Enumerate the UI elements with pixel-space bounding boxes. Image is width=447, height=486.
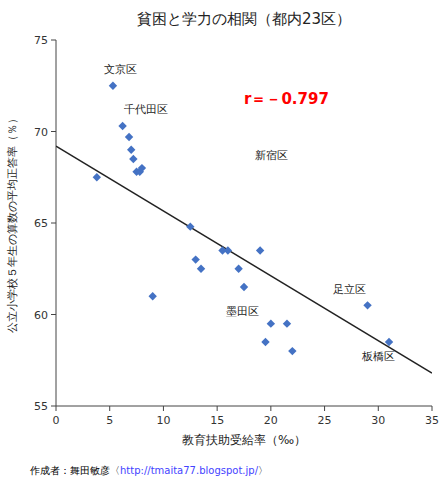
x-tick-label: 30	[371, 414, 385, 427]
point	[125, 133, 133, 141]
y-tick	[51, 40, 56, 41]
annotation: 足立区	[333, 283, 366, 296]
point	[234, 265, 242, 273]
x-tick-label: 0	[53, 414, 60, 427]
x-tick-label: 10	[156, 414, 170, 427]
y-axis-label: 公立小学校５年生の算数の平均正答率（％）	[6, 113, 19, 333]
point	[148, 292, 156, 300]
x-tick-label: 35	[425, 414, 439, 427]
point	[197, 265, 205, 273]
point	[256, 246, 264, 254]
annotation: 文京区	[104, 63, 137, 76]
x-tick-label: 20	[264, 414, 278, 427]
x-tick-label: 15	[210, 414, 224, 427]
correlation-label: r＝－0.797	[244, 90, 329, 108]
plot-area	[56, 82, 432, 374]
point	[267, 319, 275, 327]
point	[127, 146, 135, 154]
annotation: 千代田区	[124, 103, 168, 116]
x-tick	[217, 406, 218, 411]
point	[191, 255, 199, 263]
y-tick	[51, 131, 56, 132]
y-tick	[51, 406, 56, 407]
x-tick	[163, 406, 164, 411]
x-tick	[432, 406, 433, 411]
chart: 貧困と学力の相関（都内23区） 0 5 10 15 20 25 30 35 55 60 65 70 75 教…	[0, 0, 447, 486]
x-tick	[270, 406, 271, 411]
point	[93, 173, 101, 181]
y-tick-label: 55	[34, 400, 48, 413]
footer-part: http://tmaita77.blogspot.jp/	[120, 465, 259, 476]
x-axis-line	[56, 406, 432, 407]
point	[363, 301, 371, 309]
regression-line	[56, 146, 432, 373]
point	[186, 222, 194, 230]
x-tick	[378, 406, 379, 411]
axes: 0 5 10 15 20 25 30 35 55 60 65 70 75	[34, 34, 439, 427]
point	[138, 164, 146, 172]
footer-part: 〉	[258, 465, 268, 476]
x-tick	[324, 406, 325, 411]
footer-part: 作成者：舞田敏彦〈	[29, 465, 120, 476]
annotations: 文京区千代田区新宿区墨田区 足立区板橋区 r＝－0.797	[104, 63, 395, 363]
x-tick-label: 25	[318, 414, 332, 427]
point	[109, 82, 117, 90]
y-tick-label: 75	[34, 34, 48, 47]
point	[224, 246, 232, 254]
y-tick-label: 70	[34, 126, 48, 139]
point	[261, 338, 269, 346]
annotation: 板橋区	[361, 350, 395, 363]
footer: 作成者：舞田敏彦〈http://tmaita77.blogspot.jp/〉	[29, 465, 268, 476]
point	[118, 122, 126, 130]
points	[93, 82, 394, 356]
point	[240, 283, 248, 291]
point	[129, 155, 137, 163]
y-tick-label: 65	[34, 217, 48, 230]
x-tick	[109, 406, 110, 411]
lines	[56, 146, 432, 373]
x-tick	[56, 406, 57, 411]
annotation: 新宿区	[255, 149, 288, 162]
x-axis-label: 教育扶助受給率（‰）	[182, 433, 306, 447]
point	[385, 338, 393, 346]
title: 貧困と学力の相関（都内23区）	[137, 10, 351, 28]
x-tick-label: 5	[106, 414, 113, 427]
y-tick-label: 60	[34, 309, 48, 322]
point	[283, 319, 291, 327]
annotation: 墨田区	[226, 305, 259, 318]
y-tick	[51, 223, 56, 224]
y-tick	[51, 314, 56, 315]
point	[288, 347, 296, 355]
